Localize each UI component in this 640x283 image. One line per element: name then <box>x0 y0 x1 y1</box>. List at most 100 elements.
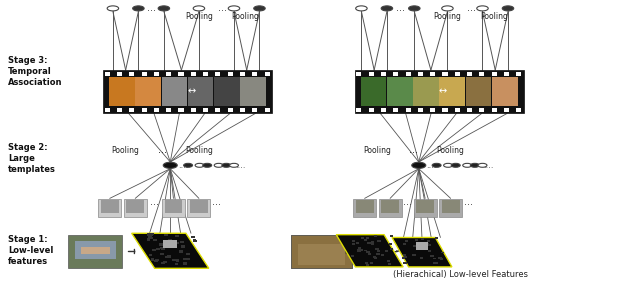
Bar <box>180 241 184 243</box>
Circle shape <box>442 6 453 11</box>
Bar <box>377 250 380 252</box>
Bar <box>150 234 154 236</box>
Bar <box>492 72 497 76</box>
Bar <box>188 77 213 106</box>
Bar <box>403 254 406 256</box>
Text: Pooling: Pooling <box>185 12 213 21</box>
Text: ↔: ↔ <box>187 87 195 97</box>
Circle shape <box>107 6 118 11</box>
Text: ...: ... <box>158 145 167 155</box>
Bar <box>191 108 196 112</box>
Bar <box>252 72 257 76</box>
Bar <box>351 254 354 256</box>
Bar <box>203 72 208 76</box>
Bar <box>467 72 472 76</box>
Text: ...: ... <box>147 3 156 13</box>
Bar <box>175 260 179 262</box>
Bar <box>415 239 418 241</box>
Bar <box>167 255 171 258</box>
Circle shape <box>444 163 452 167</box>
Bar <box>440 258 443 260</box>
Bar <box>415 242 428 250</box>
Bar <box>165 256 169 258</box>
Polygon shape <box>132 233 209 268</box>
Bar <box>439 199 462 217</box>
Polygon shape <box>392 237 452 267</box>
Bar <box>516 108 522 112</box>
Bar <box>427 240 430 242</box>
Bar <box>203 108 208 112</box>
Bar <box>393 72 398 76</box>
Bar <box>369 72 374 76</box>
Bar <box>75 241 116 259</box>
Bar <box>368 253 371 255</box>
Bar <box>150 233 154 235</box>
Bar <box>387 77 413 106</box>
Text: ....: .... <box>426 161 436 170</box>
Bar <box>228 72 233 76</box>
Bar <box>412 254 415 256</box>
Bar <box>416 200 434 213</box>
Bar <box>135 77 161 106</box>
Bar <box>381 200 399 213</box>
Bar <box>126 200 144 213</box>
Bar <box>264 72 269 76</box>
Bar <box>191 236 195 238</box>
Bar <box>168 239 172 242</box>
Circle shape <box>222 163 231 167</box>
Bar <box>351 241 355 243</box>
Bar <box>181 245 185 248</box>
Bar <box>365 262 368 264</box>
Bar <box>160 247 164 249</box>
Bar <box>164 234 168 236</box>
Bar <box>155 259 159 261</box>
Bar <box>228 108 233 112</box>
Bar <box>389 243 392 245</box>
Bar <box>366 251 369 253</box>
Bar <box>124 199 147 217</box>
Bar <box>404 240 408 242</box>
Bar <box>421 238 424 239</box>
Text: Pooling: Pooling <box>112 146 140 155</box>
Bar <box>435 262 438 264</box>
Bar <box>186 253 190 255</box>
Bar <box>356 242 359 244</box>
Bar <box>163 240 177 248</box>
Circle shape <box>502 6 514 11</box>
Bar <box>175 259 179 261</box>
Bar <box>161 261 164 264</box>
Bar <box>166 108 172 112</box>
Text: ....: .... <box>178 161 188 170</box>
Bar <box>406 72 411 76</box>
Text: Pooling: Pooling <box>232 12 259 21</box>
Bar <box>393 108 398 112</box>
Bar <box>161 77 187 106</box>
Bar <box>455 108 460 112</box>
Bar <box>352 243 355 245</box>
Bar <box>438 257 442 259</box>
Bar <box>193 239 196 241</box>
Bar <box>388 263 391 265</box>
Bar <box>175 235 179 237</box>
Bar <box>153 239 157 241</box>
Bar <box>455 72 460 76</box>
Circle shape <box>478 163 487 167</box>
Bar <box>374 235 377 237</box>
Bar <box>420 257 424 259</box>
Bar <box>371 241 374 243</box>
Bar <box>426 243 429 245</box>
Bar <box>376 248 379 250</box>
Bar <box>418 108 423 112</box>
Bar <box>264 108 269 112</box>
Bar <box>430 72 435 76</box>
Bar <box>215 72 220 76</box>
Bar <box>366 237 369 239</box>
Text: ↔: ↔ <box>439 87 447 97</box>
Polygon shape <box>336 235 403 267</box>
Bar <box>154 108 159 112</box>
Circle shape <box>412 162 426 168</box>
Bar <box>99 199 121 217</box>
Bar <box>166 72 172 76</box>
Bar <box>413 245 417 247</box>
Bar <box>403 243 406 245</box>
